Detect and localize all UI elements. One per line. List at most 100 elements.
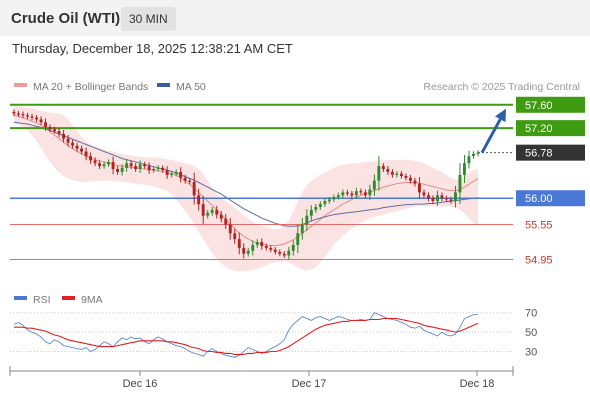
legend-label: MA 50: [176, 81, 206, 93]
main-legend: MA 20 + Bollinger Bands MA 50: [14, 81, 206, 93]
candle-body: [17, 113, 20, 115]
candle: [269, 245, 273, 253]
candle-body: [354, 191, 358, 196]
resistance-label-box: [516, 96, 585, 113]
candle: [323, 198, 327, 207]
candle: [467, 150, 471, 169]
candle: [291, 240, 295, 256]
candle-body: [98, 163, 101, 167]
current-price-box: [516, 144, 585, 161]
candle-body: [273, 249, 277, 252]
candle-body: [93, 160, 97, 164]
candle-body: [445, 198, 448, 200]
candle-body: [35, 117, 38, 120]
rsi-legend-swatch: [14, 296, 27, 300]
candle: [242, 243, 246, 259]
header-bar: Crude Oil (WTI) 30 MIN: [0, 0, 590, 36]
candle: [300, 218, 304, 240]
candle: [39, 116, 43, 126]
candle-body: [188, 180, 192, 182]
candle: [476, 150, 480, 157]
candle-body: [318, 204, 322, 207]
candle-body: [440, 195, 444, 199]
candle-body: [174, 171, 178, 174]
candle: [44, 118, 47, 131]
candle: [413, 177, 417, 187]
candle: [84, 147, 88, 161]
candle: [359, 188, 363, 195]
candle-body: [84, 151, 88, 157]
candle: [255, 239, 259, 248]
bollinger-band: [14, 105, 478, 272]
candle: [287, 246, 291, 260]
candle-body: [404, 176, 408, 178]
candle: [93, 157, 97, 167]
candle: [400, 171, 403, 179]
resistance-label-box: [516, 120, 585, 137]
candle: [26, 112, 29, 120]
candle-body: [454, 192, 457, 202]
candle: [53, 126, 56, 134]
candle: [409, 174, 412, 184]
candle: [156, 165, 160, 172]
candle-body: [224, 218, 228, 225]
candle-body: [170, 173, 174, 175]
candle-body: [201, 204, 205, 216]
candle-body: [197, 195, 201, 205]
candle: [318, 201, 322, 210]
candle: [75, 142, 79, 152]
candle-body: [152, 169, 156, 171]
candle-body: [282, 253, 286, 256]
candle: [422, 189, 426, 199]
datetime-label: Thursday, December 18, 2025 12:38:21 AM …: [12, 41, 293, 56]
candle-body: [409, 177, 412, 181]
candle-body: [48, 127, 52, 130]
current-price-label: 56.78: [525, 148, 553, 160]
candle: [66, 135, 70, 147]
pivot-label-box: [516, 190, 585, 207]
candle: [228, 218, 232, 240]
candle: [336, 192, 340, 200]
candle-body: [413, 180, 417, 184]
candle: [418, 177, 421, 199]
candle-body: [107, 162, 110, 165]
candle-body: [368, 189, 372, 196]
timeframe-button[interactable]: 30 MIN: [121, 7, 176, 31]
candle-body: [260, 242, 264, 247]
candle: [278, 249, 282, 257]
candle-body: [237, 239, 241, 248]
candle: [143, 161, 147, 169]
candle: [273, 247, 277, 255]
candle: [152, 166, 156, 173]
candle-body: [255, 242, 259, 245]
candle-body: [39, 119, 43, 123]
candle: [48, 124, 52, 132]
candle: [440, 192, 444, 202]
candle-body: [463, 163, 466, 175]
candle-body: [134, 166, 138, 169]
candle-body: [192, 181, 196, 196]
candle: [138, 160, 142, 173]
legend-label: MA 20 + Bollinger Bands: [33, 81, 148, 93]
legend-swatch: [14, 83, 27, 87]
candle: [237, 232, 241, 255]
candle-body: [44, 122, 47, 127]
candle: [327, 196, 331, 204]
candle: [332, 194, 336, 202]
candle: [57, 128, 61, 137]
candle: [427, 192, 430, 202]
candle-body: [359, 191, 363, 193]
candle-body: [341, 192, 345, 196]
candle-body: [314, 207, 318, 210]
candle: [107, 159, 110, 167]
candle-body: [125, 163, 129, 168]
candle: [309, 205, 313, 221]
candle: [224, 213, 228, 230]
candle: [179, 167, 183, 183]
candle: [219, 210, 223, 223]
candle: [30, 113, 34, 121]
candle: [71, 139, 74, 149]
candle: [449, 196, 453, 204]
candle-body: [129, 163, 133, 167]
